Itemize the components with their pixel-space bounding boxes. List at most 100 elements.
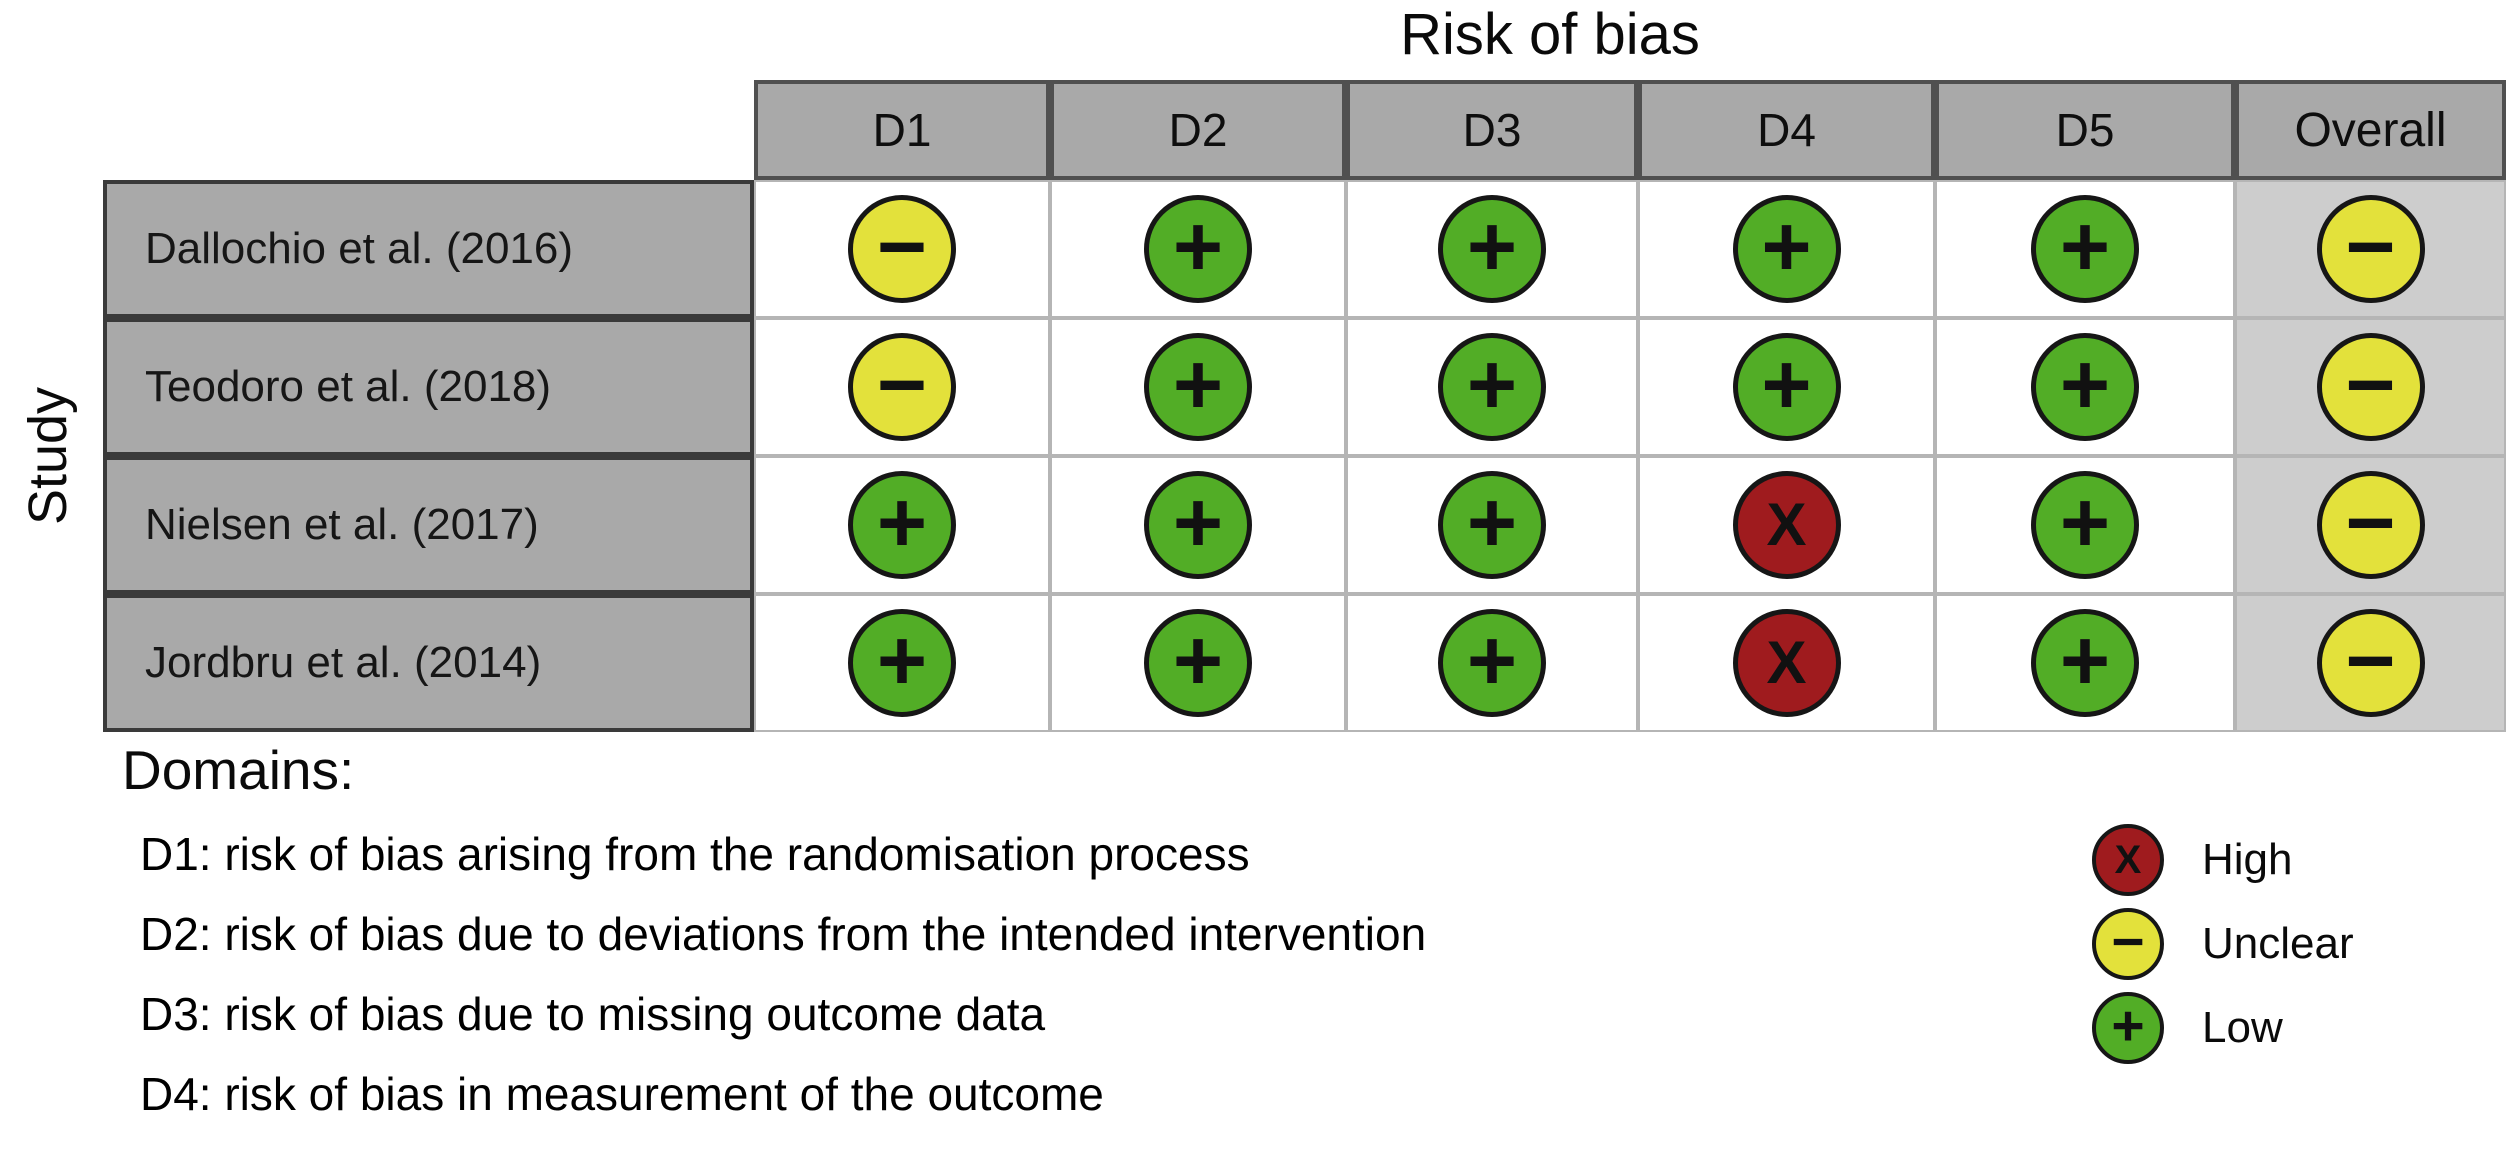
judgement-symbol: + <box>1466 337 1518 433</box>
judgement-circle-icon: − <box>2316 609 2425 717</box>
judgement-symbol: − <box>2345 475 2396 571</box>
domain-definition-d1: D1: risk of bias arising from the random… <box>140 828 1250 880</box>
column-header-d3: D3 <box>1346 80 1638 180</box>
judgement-circle-icon: + <box>2031 609 2139 717</box>
judgement-circle-icon: − <box>848 195 956 303</box>
judgement-symbol: + <box>1172 337 1224 433</box>
risk-cell: + <box>1638 318 1935 456</box>
judgement-symbol: − <box>876 337 928 433</box>
judgement-circle-icon: + <box>2092 992 2164 1064</box>
judgement-circle-icon: + <box>1438 333 1546 441</box>
study-label: Dallochio et al. (2016) <box>103 180 754 318</box>
study-label: Teodoro et al. (2018) <box>103 318 754 456</box>
risk-cell: + <box>1935 318 2235 456</box>
legend: X High − Unclear + Low <box>2092 818 2354 1070</box>
judgement-symbol: X <box>2114 838 2142 882</box>
legend-label-unclear: Unclear <box>2202 919 2354 968</box>
study-axis-label: Study <box>18 386 78 526</box>
judgement-circle-icon: + <box>848 609 956 717</box>
risk-cell: + <box>754 594 1050 732</box>
judgement-circle-icon: + <box>1732 333 1841 441</box>
risk-cell: + <box>754 456 1050 594</box>
legend-unclear-icon: − <box>2092 908 2164 980</box>
risk-cell: + <box>1935 594 2235 732</box>
judgement-circle-icon: + <box>1438 609 1546 717</box>
judgement-circle-icon: − <box>2316 195 2425 303</box>
risk-cell: + <box>1050 456 1346 594</box>
judgement-circle-icon: X <box>2092 824 2164 896</box>
domain-definition-d5: D5: risk of bias due to selective outcom… <box>122 1134 1426 1151</box>
study-label: Jordbru et al. (2014) <box>103 594 754 732</box>
judgement-circle-icon: + <box>2031 195 2139 303</box>
judgement-symbol: + <box>876 613 928 709</box>
judgement-symbol: − <box>2345 337 2396 433</box>
domain-definition-d3: D3: risk of bias due to missing outcome … <box>140 988 1046 1040</box>
judgement-symbol: + <box>1172 475 1224 571</box>
judgement-symbol: + <box>876 475 928 571</box>
judgement-symbol: X <box>1766 629 1807 696</box>
risk-cell: + <box>1050 594 1346 732</box>
judgement-symbol: + <box>2059 337 2111 433</box>
legend-label-low: Low <box>2202 1003 2283 1052</box>
judgement-symbol: − <box>2345 199 2396 295</box>
table-corner-spacer <box>103 80 754 180</box>
column-header-d2: D2 <box>1050 80 1346 180</box>
judgement-symbol: + <box>1466 199 1518 295</box>
risk-cell: + <box>1050 180 1346 318</box>
legend-label-high: High <box>2202 835 2293 884</box>
risk-cell: + <box>1346 594 1638 732</box>
risk-cell-overall: − <box>2235 180 2506 318</box>
column-header-overall: Overall <box>2235 80 2506 180</box>
judgement-symbol: + <box>1172 199 1224 295</box>
domain-definition-d2: D2: risk of bias due to deviations from … <box>140 908 1427 960</box>
risk-cell: + <box>1050 318 1346 456</box>
column-header-d4: D4 <box>1638 80 1935 180</box>
judgement-circle-icon: + <box>1144 609 1252 717</box>
chart-title: Risk of bias <box>1400 2 1700 67</box>
judgement-symbol: X <box>1766 491 1807 558</box>
column-header-d1: D1 <box>754 80 1050 180</box>
risk-cell: + <box>1346 180 1638 318</box>
judgement-symbol: + <box>2111 993 2145 1058</box>
domains-block: Domains: D1: risk of bias arising from t… <box>122 740 1426 1151</box>
judgement-circle-icon: + <box>1438 195 1546 303</box>
risk-cell-overall: − <box>2235 456 2506 594</box>
judgement-symbol: + <box>1761 337 1812 433</box>
legend-item-low: + Low <box>2092 986 2354 1070</box>
judgement-circle-icon: + <box>848 471 956 579</box>
judgement-circle-icon: + <box>1732 195 1841 303</box>
domain-definition-d4: D4: risk of bias in measurement of the o… <box>140 1068 1104 1120</box>
judgement-circle-icon: − <box>2316 471 2425 579</box>
judgement-symbol: + <box>2059 475 2111 571</box>
judgement-symbol: + <box>1761 199 1812 295</box>
risk-cell: + <box>1935 180 2235 318</box>
judgement-circle-icon: − <box>2092 908 2164 980</box>
judgement-circle-icon: + <box>1144 195 1252 303</box>
legend-low-icon: + <box>2092 992 2164 1064</box>
risk-cell: + <box>1346 456 1638 594</box>
risk-cell-overall: − <box>2235 318 2506 456</box>
legend-high-icon: X <box>2092 824 2164 896</box>
risk-cell: + <box>1935 456 2235 594</box>
risk-of-bias-table: D1 D2 D3 D4 D5 Overall Dallochio et al. … <box>103 80 2506 732</box>
study-axis-label-wrap: Study <box>0 180 96 732</box>
legend-item-unclear: − Unclear <box>2092 902 2354 986</box>
risk-cell: X <box>1638 456 1935 594</box>
judgement-circle-icon: + <box>1144 471 1252 579</box>
risk-cell: + <box>1346 318 1638 456</box>
risk-cell: + <box>1638 180 1935 318</box>
risk-cell: − <box>754 318 1050 456</box>
judgement-circle-icon: + <box>1144 333 1252 441</box>
domains-heading: Domains: <box>122 739 355 801</box>
judgement-symbol: − <box>876 199 928 295</box>
risk-cell: X <box>1638 594 1935 732</box>
judgement-symbol: + <box>1172 613 1224 709</box>
judgement-symbol: + <box>2059 613 2111 709</box>
judgement-circle-icon: − <box>2316 333 2425 441</box>
judgement-symbol: − <box>2345 613 2396 709</box>
judgement-symbol: + <box>1466 613 1518 709</box>
column-header-d5: D5 <box>1935 80 2235 180</box>
risk-cell: − <box>754 180 1050 318</box>
judgement-circle-icon: + <box>1438 471 1546 579</box>
